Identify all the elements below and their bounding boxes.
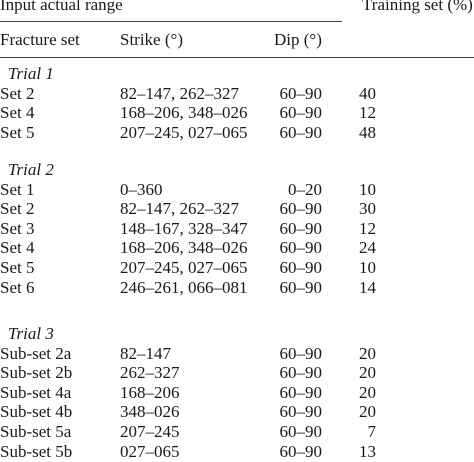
header-rule — [0, 57, 474, 58]
fracture-set-cell: Sub-set 4a — [0, 382, 72, 402]
fracture-set-cell: Set 5 — [0, 258, 35, 277]
trial-title: Trial 3 — [8, 324, 54, 343]
training-cell: 24 — [359, 238, 376, 258]
strike-cell: 168–206, 348–026 — [120, 103, 248, 123]
strike-cell: 207–245 — [120, 422, 180, 441]
dip-cell: 60–90 — [279, 382, 323, 402]
fracture-set-cell: Set 2 — [0, 83, 35, 103]
dip-cell: 60–90 — [279, 218, 323, 238]
fracture-set-cell: Set 6 — [0, 277, 35, 297]
strike-cell: 0–360 — [120, 179, 163, 199]
strike-header: Strike (°) — [120, 30, 183, 49]
dip-cell: 60–90 — [279, 277, 323, 297]
trial-title: Trial 1 — [8, 64, 54, 83]
strike-cell: 82–147, 262–327 — [120, 199, 239, 219]
dip-header: Dip (°) — [274, 30, 322, 49]
dip-cell: 60–90 — [279, 402, 323, 422]
fracture-set-cell: Sub-set 4b — [0, 402, 73, 422]
header-subrule — [0, 21, 342, 22]
training-cell: 7 — [367, 422, 377, 441]
training-cell: 14 — [359, 277, 376, 297]
training-cell: 12 — [359, 103, 376, 123]
input-range-header: Input actual range — [0, 0, 123, 14]
fracture-set-cell: Set 4 — [0, 238, 35, 258]
strike-cell: 348–026 — [120, 402, 180, 422]
fracture-set-cell: Sub-set 2b — [0, 363, 73, 383]
strike-cell: 027–065 — [120, 441, 180, 461]
dip-cell: 60–90 — [279, 122, 323, 142]
training-cell: 13 — [359, 441, 376, 461]
strike-cell: 82–147, 262–327 — [120, 83, 239, 103]
fracture-set-cell: Set 5 — [0, 122, 35, 142]
dip-cell: 60–90 — [279, 363, 323, 383]
dip-cell: 60–90 — [279, 258, 323, 277]
strike-cell: 207–245, 027–065 — [120, 258, 248, 277]
training-cell: 48 — [359, 122, 376, 142]
strike-cell: 168–206 — [120, 382, 180, 402]
dip-cell: 0–20 — [288, 179, 322, 199]
dip-cell: 60–90 — [279, 422, 323, 441]
dip-cell: 60–90 — [279, 199, 323, 219]
fracture-set-cell: Sub-set 5b — [0, 441, 73, 461]
strike-cell: 262–327 — [120, 363, 180, 383]
fracture-set-cell: Sub-set 5a — [0, 422, 72, 441]
training-cell: 20 — [359, 363, 376, 383]
fracture-set-header: Fracture set — [0, 30, 80, 49]
strike-cell: 82–147 — [120, 343, 171, 363]
strike-cell: 168–206, 348–026 — [120, 238, 248, 258]
training-cell: 20 — [359, 402, 376, 422]
training-cell: 40 — [359, 83, 376, 103]
training-cell: 10 — [359, 179, 376, 199]
dip-cell: 60–90 — [279, 238, 323, 258]
training-cell: 20 — [359, 343, 376, 363]
strike-cell: 246–261, 066–081 — [120, 277, 248, 297]
dip-cell: 60–90 — [279, 103, 323, 123]
strike-cell: 148–167, 328–347 — [120, 218, 248, 238]
dip-cell: 60–90 — [279, 343, 323, 363]
fracture-set-cell: Set 4 — [0, 103, 35, 123]
training-cell: 30 — [359, 199, 376, 219]
training-cell: 12 — [359, 218, 376, 238]
dip-cell: 60–90 — [279, 441, 323, 461]
fracture-set-cell: Sub-set 2a — [0, 343, 72, 363]
training-set-header: Training set (%) — [362, 0, 473, 14]
training-cell: 10 — [359, 258, 376, 277]
fracture-set-cell: Set 1 — [0, 179, 35, 199]
dip-cell: 60–90 — [279, 83, 323, 103]
fracture-set-cell: Set 2 — [0, 199, 35, 219]
training-cell: 20 — [359, 382, 376, 402]
strike-cell: 207–245, 027–065 — [120, 122, 248, 142]
fracture-set-cell: Set 3 — [0, 218, 35, 238]
trial-title: Trial 2 — [8, 160, 54, 179]
